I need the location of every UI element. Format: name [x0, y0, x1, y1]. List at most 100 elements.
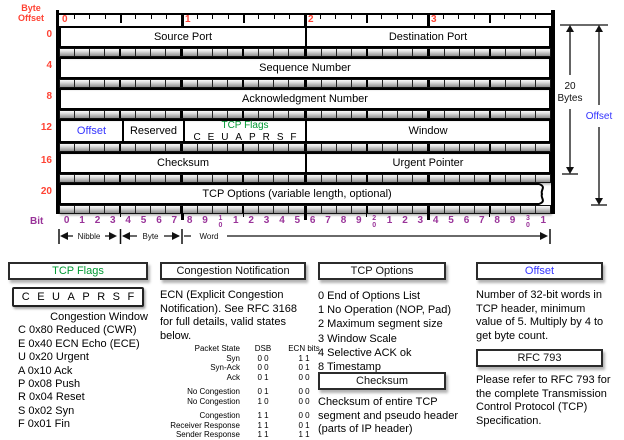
ecn-table-cell: 0 0 — [298, 372, 310, 382]
ruler-number: 1 — [185, 14, 191, 25]
bottom-ruler-tick — [303, 213, 307, 220]
separator-cell — [198, 144, 214, 151]
flag-letter: P — [249, 131, 256, 143]
separator-cell — [60, 175, 76, 182]
ruler-tick — [335, 14, 337, 19]
separator-cell — [289, 111, 307, 118]
separator-cell — [228, 80, 245, 87]
separator-cell — [351, 144, 368, 151]
separator-cell — [289, 80, 307, 87]
byte-scale-label: Byte — [142, 232, 159, 241]
ecn-state-table: Packet State DSB ECN bits Syn 0 0 1 1 Syn-Ack 0… — [160, 344, 328, 440]
separator-bar — [59, 143, 551, 152]
separator-cell — [90, 111, 106, 118]
ecn-table-cell: No Congestion — [187, 396, 240, 406]
separator-cell — [535, 175, 550, 182]
flag-list-item: C 0x80 Reduced (CWR) — [18, 324, 137, 337]
separator-cell — [336, 144, 352, 151]
ruler-tick — [119, 14, 122, 23]
separator-cell — [535, 111, 550, 118]
ecn-table-cell: 1 1 — [257, 430, 269, 439]
bit-number: 1 — [79, 215, 85, 226]
ecn-table-cell: Receiver Response — [170, 420, 240, 430]
separator-cell — [474, 111, 491, 118]
bit-number: 6 — [309, 215, 316, 226]
bit-number: 1 — [540, 215, 547, 226]
ruler-tick — [365, 14, 368, 23]
field-label: Source Port — [153, 30, 213, 43]
bottom-ruler-tick — [365, 213, 368, 217]
ruler-tick — [89, 14, 91, 19]
separator-cell — [289, 206, 307, 213]
bytes-arrow-up-head — [566, 25, 574, 32]
separator-cell — [289, 175, 307, 182]
separator-cell — [474, 206, 491, 213]
separator-cell — [490, 206, 506, 213]
separator-cell — [397, 206, 413, 213]
separator-cell — [351, 49, 368, 56]
separator-cell — [459, 144, 475, 151]
bottom-ruler-tick — [242, 213, 245, 217]
separator-cell — [60, 206, 76, 213]
row-offset-number: 20 — [40, 186, 52, 197]
bit-number: 2 — [94, 215, 101, 226]
field-label: TCP Options (variable length, optional) — [202, 187, 392, 200]
separator-cell — [90, 206, 106, 213]
separator-cell — [367, 49, 383, 56]
bit-number: 2 — [402, 215, 408, 226]
separator-cell — [244, 175, 260, 182]
flag-box-letter: F — [127, 291, 135, 303]
flag-letter: C — [193, 131, 201, 143]
tcp-option-item: 1 No Operation (NOP, Pad) — [318, 304, 452, 317]
separator-cell — [306, 175, 322, 182]
field-window: Window — [305, 121, 549, 141]
separator-cell — [490, 175, 506, 182]
separator-cell — [505, 80, 521, 87]
separator-cell — [151, 49, 167, 56]
separator-cell — [474, 144, 491, 151]
separator-cell — [367, 206, 383, 213]
separator-cell — [183, 111, 199, 118]
ruler-tick — [289, 14, 291, 19]
tcp-flags-list-first-line: Congestion Window — [50, 311, 148, 323]
word-arrowhead — [540, 232, 548, 240]
separator-cell — [505, 49, 521, 56]
ecn-table-cell: 0 0 — [257, 363, 269, 372]
nibble-left-arrowhead — [60, 232, 68, 240]
separator-cell — [429, 175, 445, 182]
separator-bar — [59, 110, 551, 119]
separator-cell — [289, 144, 307, 151]
separator-cell — [60, 111, 76, 118]
separator-cell — [75, 206, 91, 213]
ecn-table-cell: 0 1 — [298, 363, 310, 372]
separator-cell — [105, 80, 122, 87]
separator-cell — [444, 49, 460, 56]
bit-number: 4 — [279, 215, 285, 226]
separator-cell — [121, 111, 137, 118]
separator-cell — [213, 175, 229, 182]
separator-cell — [321, 175, 337, 182]
byte-right-arrowhead — [172, 232, 180, 240]
separator-cell — [459, 111, 475, 118]
separator-cell — [520, 206, 536, 213]
flag-box-letter: P — [82, 291, 90, 303]
ruler-tick — [350, 14, 352, 19]
header-row: TCP Options (variable length, optional) — [59, 183, 544, 205]
separator-cell — [397, 80, 413, 87]
separator-cell — [535, 49, 550, 56]
rfc-section-title: RFC 793 — [476, 349, 603, 367]
separator-cell — [198, 111, 214, 118]
ecn-table-cell: 0 0 — [298, 396, 310, 406]
separator-cell — [459, 49, 475, 56]
separator-cell — [151, 80, 167, 87]
flag-box-letter: U — [52, 291, 60, 303]
ruler-tick — [473, 14, 475, 19]
separator-cell — [105, 175, 122, 182]
separator-cell — [274, 80, 290, 87]
separator-cell — [121, 80, 137, 87]
tcp-flags-section-title: TCP Flags — [8, 262, 148, 280]
ecn-table-header: ECN bits — [288, 344, 320, 353]
bit-number: 0 — [63, 215, 70, 226]
